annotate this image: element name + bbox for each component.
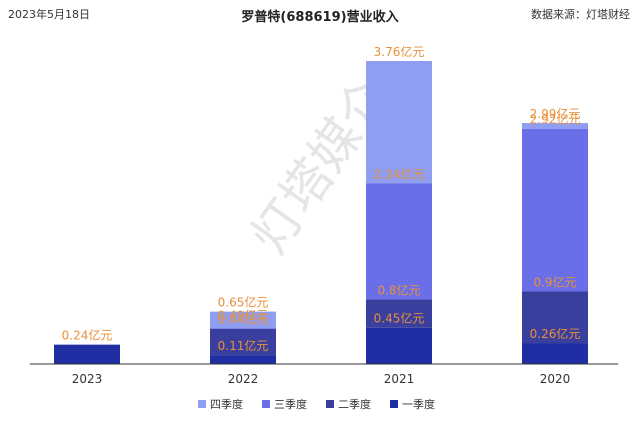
bar-segment-2022-3 xyxy=(210,328,276,330)
data-label-2021-1: 0.45亿元 xyxy=(374,311,425,326)
legend-label-3: 三季度 xyxy=(274,397,307,411)
x-tick-2022: 2022 xyxy=(228,372,259,386)
bar-segment-2022-4 xyxy=(210,311,276,329)
bar-segment-2022-1 xyxy=(210,355,276,364)
data-label-2022-4: 0.65亿元 xyxy=(218,295,269,310)
data-label-2020-2: 0.9亿元 xyxy=(533,274,576,289)
bar-segment-2020-3 xyxy=(522,128,588,292)
x-tick-2023: 2023 xyxy=(72,372,103,386)
data-label-2021-4: 3.76亿元 xyxy=(374,44,425,59)
data-label-2020-3: 2.92亿元 xyxy=(530,112,581,127)
bar-segment-2023-1 xyxy=(54,344,120,364)
x-tick-2021: 2021 xyxy=(384,372,415,386)
data-label-2022-2: 0.49亿元 xyxy=(218,308,269,323)
data-label-2022-3: 0.44亿元 xyxy=(218,312,269,327)
legend-label-2: 二季度 xyxy=(338,397,371,411)
x-axis-ticks: 2023 2022 2021 2020 xyxy=(72,372,571,386)
chart-date: 2023年5月18日 xyxy=(8,8,90,21)
bar-segment-2020-2 xyxy=(522,291,588,344)
bar-segment-2021-4 xyxy=(366,61,432,184)
legend: 四季度 三季度 二季度 一季度 xyxy=(198,397,435,411)
legend-label-4: 四季度 xyxy=(210,397,243,411)
data-source: 数据来源：灯塔财经 xyxy=(531,8,630,21)
legend-swatch-1 xyxy=(390,400,398,408)
data-label-2023-1: 0.24亿元 xyxy=(62,328,113,343)
x-tick-2020: 2020 xyxy=(540,372,571,386)
bar-segment-2020-1 xyxy=(522,343,588,364)
data-label-2021-2: 0.8亿元 xyxy=(377,283,420,298)
bar-segment-2021-1 xyxy=(366,327,432,364)
legend-swatch-3 xyxy=(262,400,270,408)
legend-swatch-2 xyxy=(326,400,334,408)
chart-title: 罗普特(688619)营业收入 xyxy=(241,10,399,25)
data-label-2020-1: 0.26亿元 xyxy=(530,326,581,341)
data-label-2020-4: 2.99亿元 xyxy=(530,106,581,121)
bar-segment-2022-2 xyxy=(210,324,276,356)
bar-segment-2021-3 xyxy=(366,183,432,300)
data-label-2022-1: 0.11亿元 xyxy=(218,338,269,353)
bar-segment-2020-4 xyxy=(522,123,588,129)
legend-swatch-4 xyxy=(198,400,206,408)
legend-label-1: 一季度 xyxy=(402,397,435,411)
data-label-2021-3: 2.24亿元 xyxy=(374,166,425,181)
bar-segment-2021-2 xyxy=(366,299,432,328)
